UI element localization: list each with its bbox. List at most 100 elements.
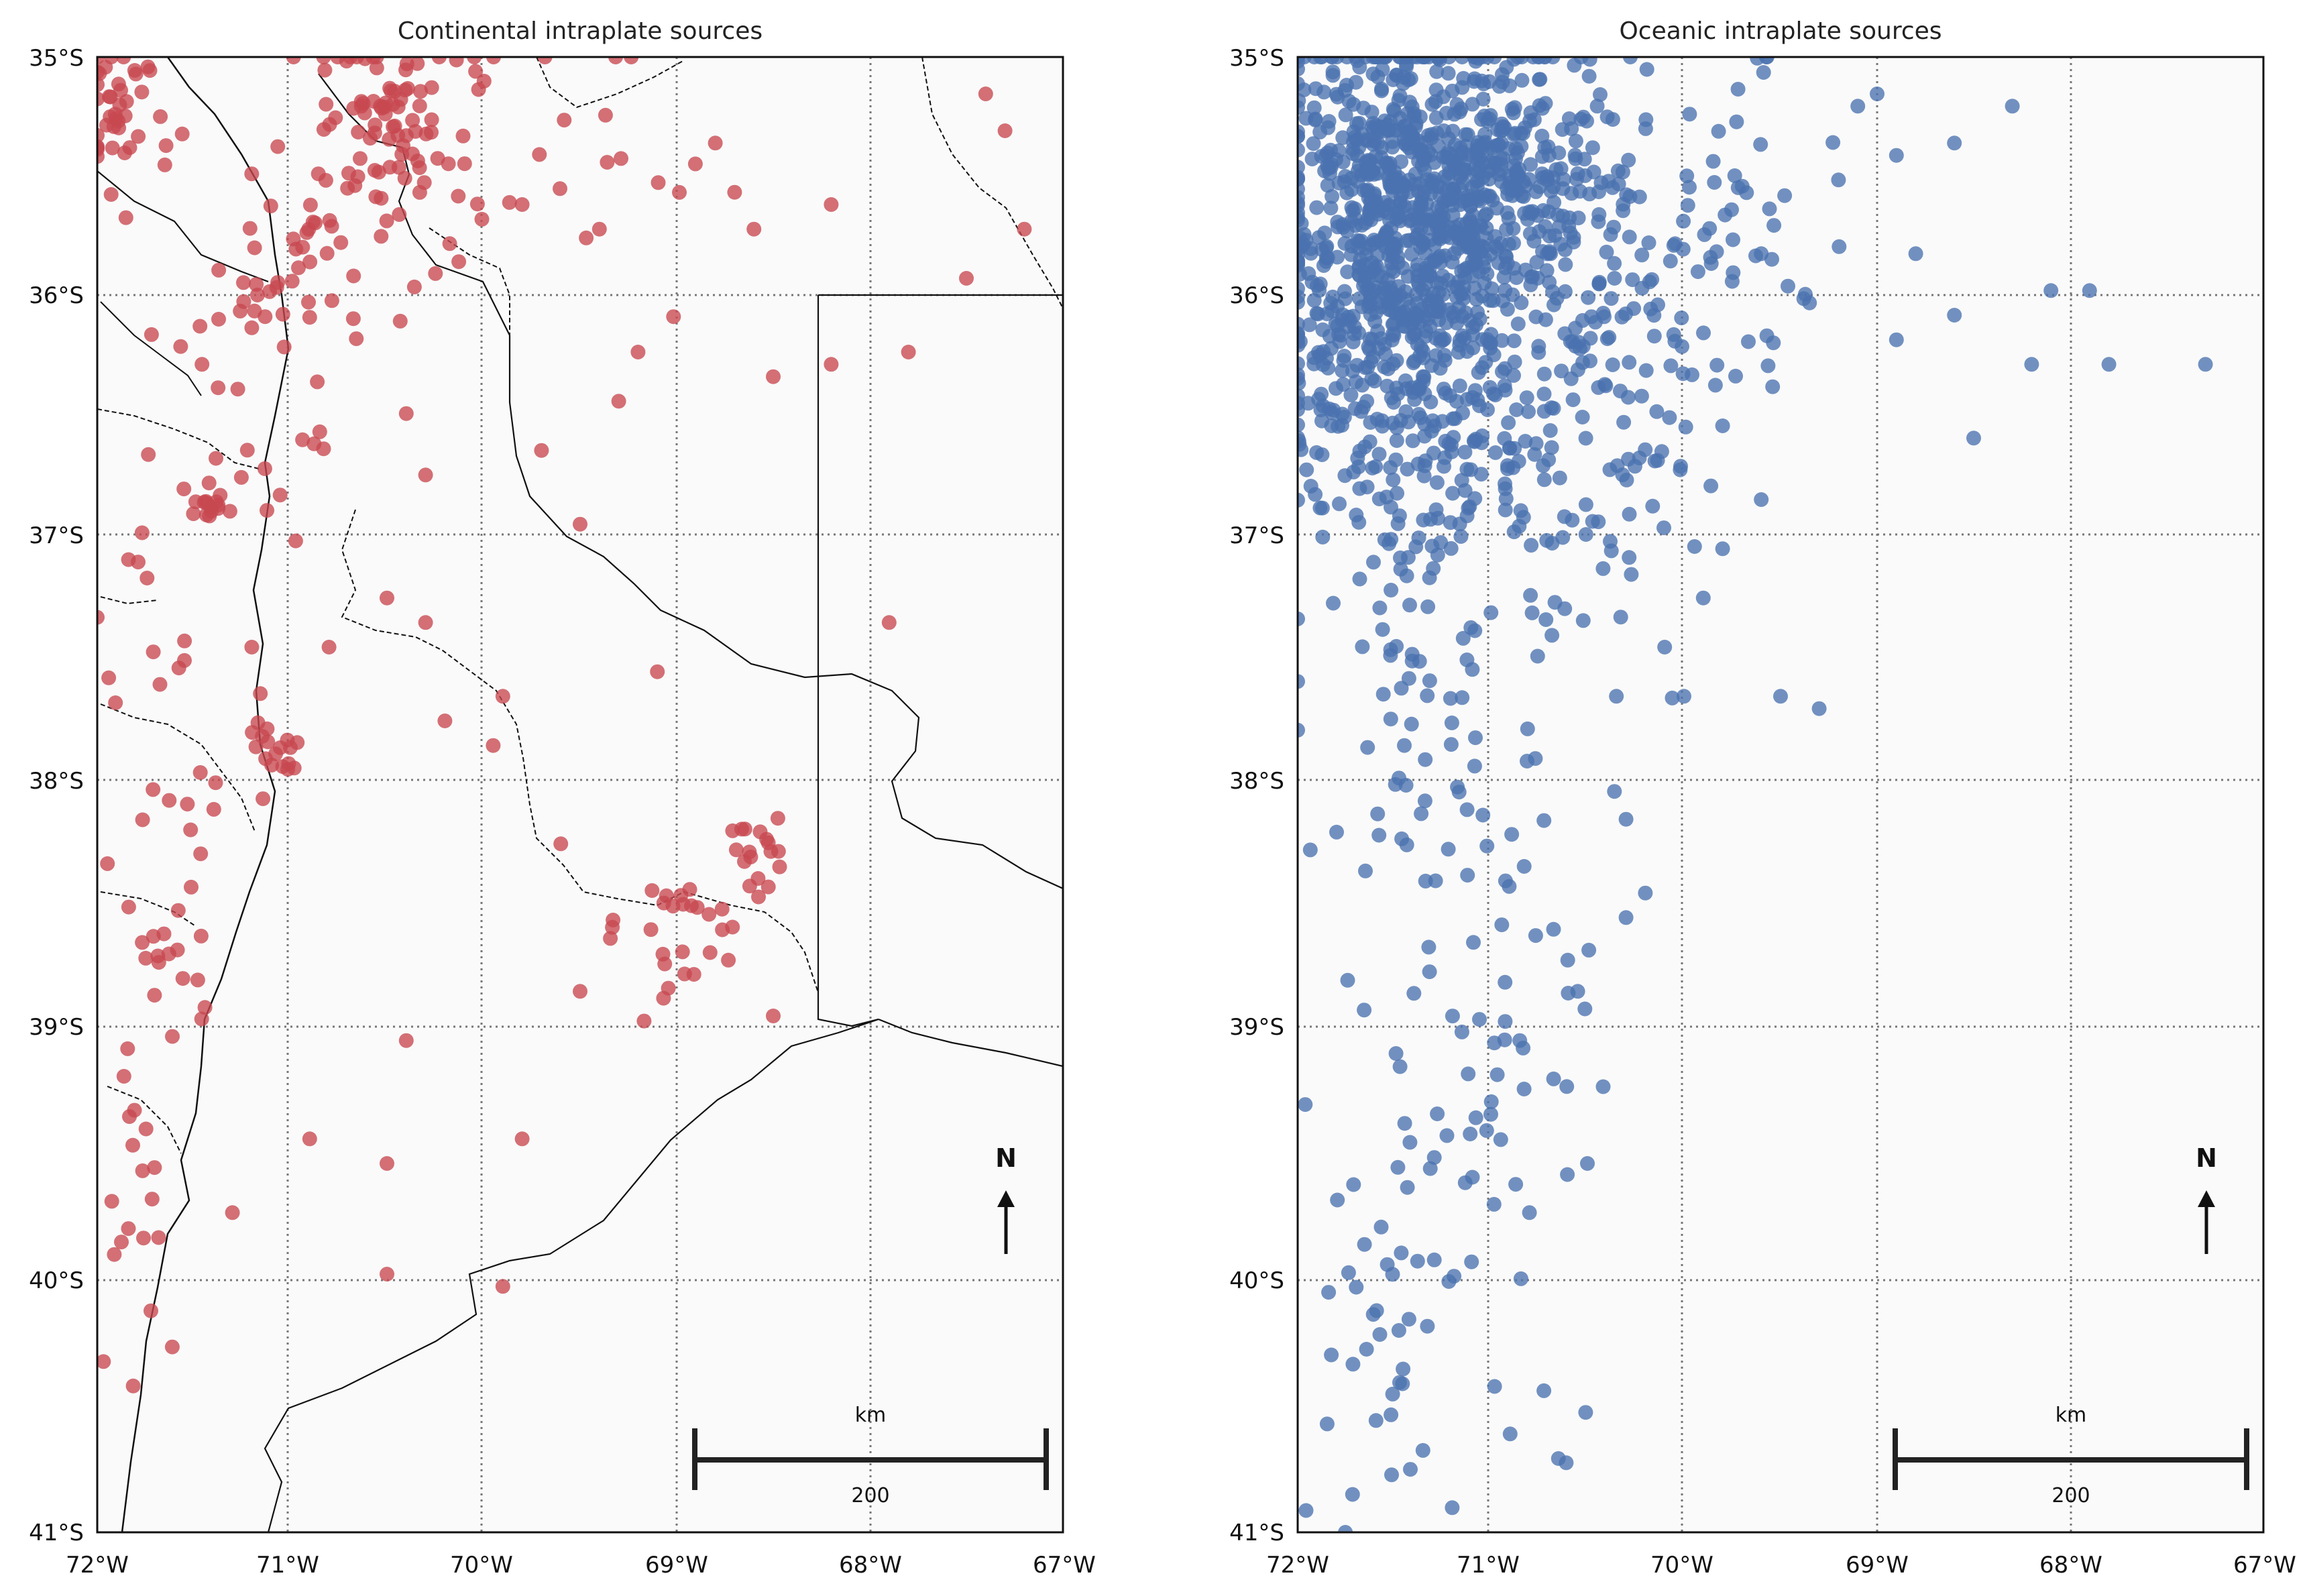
source-point: [644, 883, 660, 898]
source-point: [424, 112, 439, 127]
source-point: [1528, 928, 1543, 944]
source-point: [1546, 1071, 1561, 1086]
source-point: [1392, 213, 1408, 229]
source-point: [1423, 512, 1439, 527]
source-point: [1435, 333, 1451, 348]
source-point: [147, 1160, 162, 1176]
source-point: [1485, 293, 1501, 308]
source-point: [1502, 1426, 1518, 1442]
source-point: [1707, 175, 1722, 190]
source-point: [1615, 164, 1630, 180]
source-point: [1609, 689, 1624, 704]
source-point: [766, 1009, 781, 1023]
source-point: [1388, 452, 1404, 467]
source-point: [766, 369, 781, 384]
source-point: [249, 277, 264, 292]
source-point: [687, 156, 703, 172]
source-point: [128, 66, 144, 82]
source-point: [1306, 136, 1321, 152]
source-point: [1426, 1150, 1442, 1165]
source-point: [1566, 230, 1581, 245]
source-point: [108, 695, 123, 710]
source-point: [1475, 807, 1491, 823]
source-point: [1536, 813, 1552, 828]
source-point: [184, 879, 199, 895]
source-point: [1326, 595, 1341, 611]
source-point: [379, 213, 394, 229]
source-point: [1343, 387, 1359, 402]
source-point: [398, 1033, 414, 1048]
source-point: [1734, 178, 1750, 194]
source-point: [1467, 758, 1482, 774]
source-point: [190, 972, 205, 988]
source-point: [1351, 514, 1367, 530]
source-point: [1310, 345, 1326, 360]
source-point: [1499, 249, 1514, 264]
source-point: [1618, 306, 1633, 321]
source-point: [1463, 620, 1479, 635]
source-point: [1463, 215, 1478, 230]
source-point: [1696, 325, 1711, 341]
source-point: [1709, 244, 1724, 260]
source-point: [1496, 151, 1511, 166]
source-point: [1394, 1245, 1409, 1261]
source-point: [1585, 514, 1600, 529]
source-point: [135, 935, 150, 950]
source-point: [1422, 964, 1437, 980]
source-point: [1450, 779, 1465, 795]
source-point: [363, 131, 378, 146]
source-point: [158, 138, 174, 154]
source-point: [380, 590, 394, 606]
source-point: [1388, 777, 1403, 792]
source-point: [1498, 491, 1514, 506]
source-point: [1521, 404, 1536, 419]
source-point: [1675, 366, 1691, 382]
source-point: [1319, 239, 1335, 254]
source-point: [1441, 66, 1456, 81]
source-point: [1581, 942, 1597, 958]
source-point: [1587, 315, 1603, 330]
source-point: [1352, 443, 1367, 459]
source-point: [382, 80, 398, 96]
source-point: [1337, 174, 1352, 190]
source-point: [1430, 298, 1445, 313]
source-point: [165, 1029, 180, 1044]
source-point: [1370, 323, 1386, 339]
source-point: [553, 181, 567, 196]
source-point: [1536, 366, 1552, 382]
lon-tick-label: 70°W: [450, 1552, 513, 1579]
source-point: [1298, 492, 1305, 508]
source-point: [611, 394, 626, 409]
source-point: [1331, 418, 1346, 434]
source-point: [1298, 371, 1305, 386]
scale-unit-label: km: [855, 1404, 887, 1427]
lat-grid: [1298, 294, 2263, 1281]
source-point: [418, 126, 434, 141]
source-point: [1420, 599, 1436, 614]
source-point: [1464, 1254, 1479, 1269]
source-point: [1298, 1097, 1313, 1113]
source-point: [1570, 984, 1585, 999]
source-point: [317, 62, 333, 78]
source-point: [1534, 128, 1550, 144]
lon-tick-label: 67°W: [2233, 1552, 2296, 1579]
source-point: [1477, 276, 1492, 291]
source-point: [1638, 112, 1654, 127]
lon-tick-labels: 72°W 71°W 70°W 69°W 68°W 67°W: [1266, 1552, 2296, 1579]
source-point: [1388, 290, 1404, 306]
source-point: [1674, 310, 1689, 326]
source-point: [1362, 342, 1377, 357]
source-point: [1750, 57, 1765, 66]
source-point: [1567, 148, 1583, 163]
source-point: [1360, 740, 1375, 755]
source-point: [192, 765, 208, 780]
source-point: [1531, 345, 1546, 360]
source-point: [1513, 1271, 1528, 1286]
source-point: [1585, 140, 1600, 156]
source-point: [1344, 200, 1359, 215]
source-point: [1436, 382, 1451, 397]
source-point: [1298, 442, 1309, 457]
source-point: [457, 156, 472, 172]
source-point: [1412, 654, 1427, 669]
source-point: [1346, 1177, 1361, 1192]
